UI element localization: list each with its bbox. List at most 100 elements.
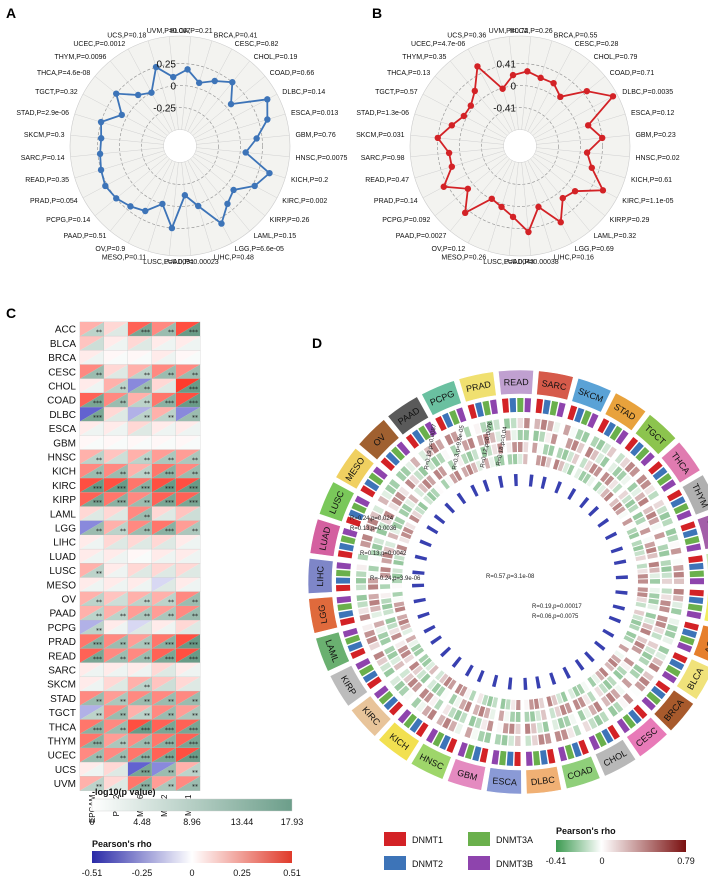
negative-correlation-bar [491, 674, 499, 688]
correlation-cell [635, 601, 647, 608]
radar-point [550, 79, 557, 87]
radar-point [97, 118, 105, 126]
correlation-cell [356, 564, 367, 571]
correlation-cell [518, 454, 523, 465]
gene-track-cell [549, 400, 559, 416]
correlation-cell [637, 568, 648, 574]
correlation-cell [486, 420, 494, 432]
heatmap-p-triangle [128, 322, 152, 337]
heatmap-p-triangle [80, 506, 104, 521]
significance-mark: ** [144, 528, 150, 535]
correlation-cell [403, 690, 415, 702]
gene-track-cell [366, 676, 382, 690]
correlation-cell [645, 511, 657, 521]
heatmap-rho-triangle [104, 733, 128, 748]
heatmap-rho-triangle [104, 748, 128, 763]
radar-axis-label: THCA,P=0.13 [387, 70, 430, 77]
correlation-cell [403, 654, 415, 664]
correlation-cell [631, 645, 643, 655]
correlation-cell [411, 681, 423, 693]
correlation-cell [392, 591, 403, 597]
radar-point [253, 135, 260, 142]
heatmap-rho-triangle [152, 677, 176, 692]
gene-track-cell [601, 728, 614, 744]
radar-axis-label: ESCA,P=0.12 [631, 110, 674, 117]
radar-spoke [194, 93, 278, 139]
correlation-cell [542, 721, 550, 733]
heatmap-row-label: KIRP [53, 495, 77, 506]
heatmap-rho-triangle [176, 549, 200, 564]
heatmap-rho-triangle [104, 336, 128, 351]
gene-track-cell [482, 400, 491, 416]
negative-correlation-bar [562, 666, 571, 679]
correlation-cell [637, 497, 649, 507]
correlation-cell [375, 625, 387, 634]
correlation-cell [468, 690, 477, 701]
correlation-cell [458, 698, 468, 710]
heatmap-p-triangle [128, 535, 152, 550]
significance-mark: *** [165, 528, 174, 535]
negative-correlation-bar [615, 590, 628, 595]
gene-track-cell [679, 635, 695, 646]
heatmap-p-triangle [104, 577, 128, 592]
correlation-cell [617, 489, 629, 500]
gene-track-cell [337, 550, 353, 559]
correlation-cell [595, 439, 606, 451]
gene-track-cell [467, 403, 478, 420]
gene-track-cell [564, 744, 575, 760]
correlation-cell [517, 442, 523, 453]
significance-mark: *** [189, 500, 198, 507]
correlation-cell [600, 695, 611, 707]
correlation-cell [650, 522, 662, 531]
radar-ring-inner [481, 107, 559, 185]
correlation-cell [483, 458, 491, 469]
correlation-cell [449, 473, 459, 484]
sector-band [315, 631, 350, 672]
significance-mark: ** [144, 457, 150, 464]
correlation-cell [450, 431, 460, 443]
radar-spoke [82, 153, 166, 199]
heatmap-p-triangle [152, 577, 176, 592]
correlation-cell [554, 706, 562, 718]
radar-axis-label: PRAD,P=0.14 [374, 198, 418, 205]
correlation-cell [510, 418, 517, 429]
heatmap-row-label: DLBC [49, 410, 76, 421]
correlation-cell [649, 587, 660, 593]
correlation-cell [482, 433, 490, 445]
negative-correlation-bar [464, 664, 474, 677]
heatmap-p-triangle [152, 322, 176, 337]
significance-mark: ** [168, 414, 174, 421]
heatmap-rho-triangle [152, 748, 176, 763]
correlation-cell [405, 521, 416, 531]
radar-ring-label: 0 [510, 82, 516, 93]
heatmap-rho-triangle [80, 535, 104, 550]
correlation-cell [440, 689, 451, 701]
negative-correlation-bar [554, 481, 562, 494]
heatmap-rho-triangle [80, 549, 104, 564]
heatmap-p-triangle [80, 549, 104, 564]
correlation-cell [512, 454, 518, 465]
correlation-cell [637, 587, 648, 592]
sector-band [307, 558, 334, 594]
correlation-cell [530, 454, 537, 465]
correlation-cell [620, 474, 632, 486]
heatmap-rho-triangle [152, 762, 176, 777]
correlation-cell [595, 670, 605, 681]
gene-track-cell [640, 452, 655, 467]
correlation-cell [647, 490, 660, 501]
radar-spoke [487, 40, 516, 131]
correlation-cell [606, 675, 617, 687]
correlation-cell [429, 442, 440, 454]
correlation-cell [454, 683, 464, 695]
heatmap-p-triangle [128, 662, 152, 677]
radar-axis-label: THYM,P=0.0096 [54, 54, 106, 61]
significance-mark: *** [117, 500, 126, 507]
correlation-cell [608, 479, 619, 490]
heatmap-p-triangle [104, 449, 128, 464]
correlation-cell [421, 478, 433, 490]
gene-track-cell [397, 709, 412, 724]
correlation-cell [648, 561, 660, 568]
heatmap-rho-triangle [176, 691, 200, 706]
significance-mark: ** [144, 471, 150, 478]
heatmap-p-triangle [176, 776, 200, 791]
